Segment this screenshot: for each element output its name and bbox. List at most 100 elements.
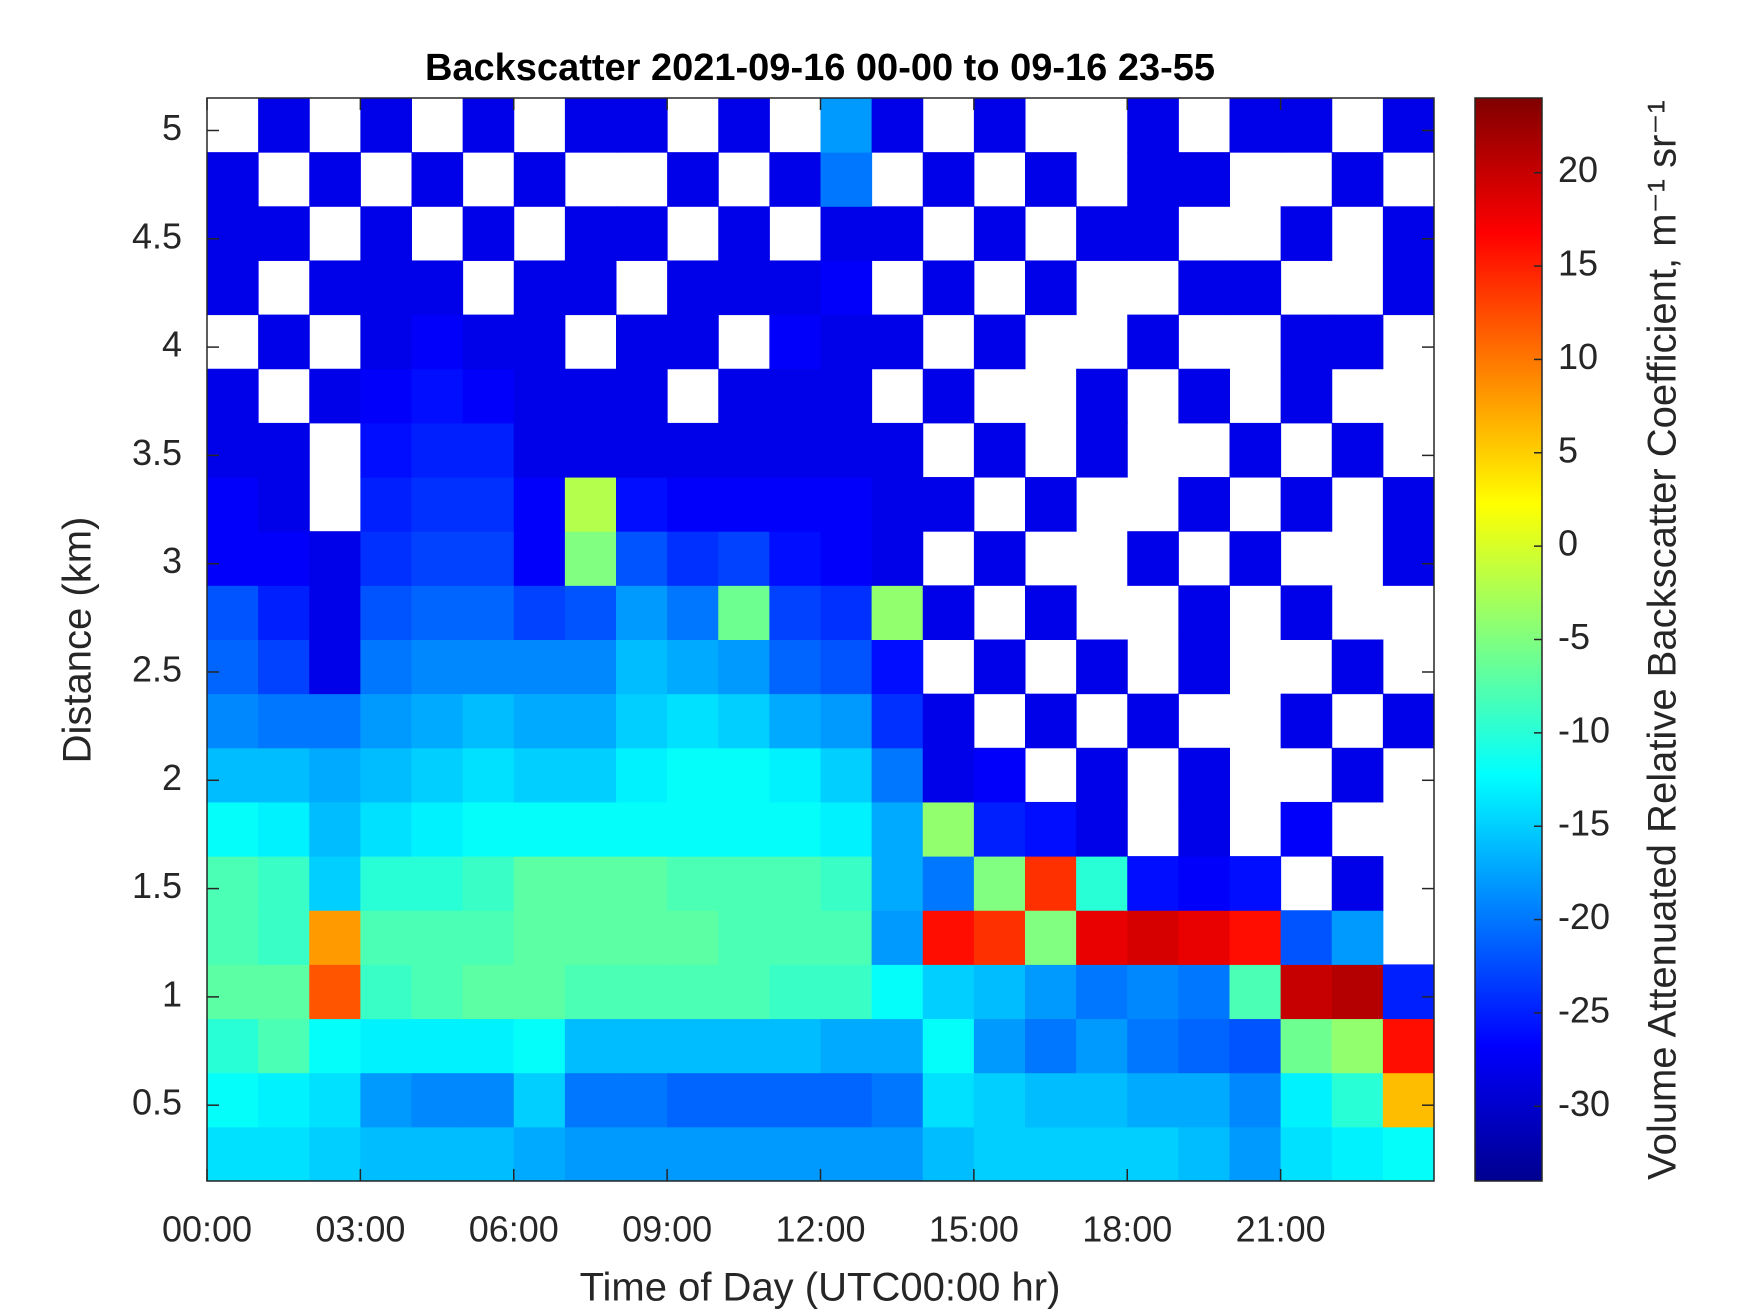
heatmap-cell xyxy=(411,1018,464,1074)
heatmap-cell xyxy=(616,1018,668,1074)
x-axis-label: Time of Day (UTC00:00 hr) xyxy=(580,1266,1061,1310)
heatmap-cell xyxy=(1127,314,1179,370)
heatmap-cell xyxy=(1127,98,1179,153)
heatmap-cell xyxy=(564,639,617,695)
heatmap-cell xyxy=(462,477,515,532)
heatmap-cell xyxy=(616,422,668,478)
heatmap-cell xyxy=(360,98,412,153)
heatmap-cell xyxy=(1229,422,1282,478)
x-tick-label: 12:00 xyxy=(775,1209,865,1250)
heatmap-cell xyxy=(667,531,719,586)
heatmap-cell xyxy=(258,585,310,640)
y-tick-label: 5 xyxy=(162,107,182,148)
heatmap-cell xyxy=(411,585,464,640)
heatmap-cell xyxy=(207,422,259,478)
heatmap-cell xyxy=(973,98,1026,153)
heatmap-cell xyxy=(973,801,1026,857)
y-tick-label: 4.5 xyxy=(132,215,182,256)
heatmap-cell xyxy=(1127,910,1179,965)
heatmap-cell xyxy=(769,422,821,478)
heatmap-cell xyxy=(922,152,975,207)
heatmap-cell xyxy=(1280,1126,1333,1182)
heatmap-cell xyxy=(616,856,668,911)
heatmap-cell xyxy=(922,856,975,911)
heatmap-cell xyxy=(207,477,259,532)
heatmap-cell xyxy=(871,422,924,478)
heatmap-cell xyxy=(462,856,515,911)
heatmap-cell xyxy=(207,910,259,965)
heatmap-cell xyxy=(411,856,464,911)
x-tick-label: 18:00 xyxy=(1082,1209,1172,1250)
heatmap-cell xyxy=(513,801,566,857)
y-tick-label: 3.5 xyxy=(132,432,182,473)
x-tick-label: 15:00 xyxy=(929,1209,1019,1250)
heatmap-cell xyxy=(462,910,515,965)
heatmap-cell xyxy=(1280,98,1333,153)
heatmap-cell xyxy=(360,1018,412,1074)
heatmap-cell xyxy=(616,531,668,586)
heatmap-cell xyxy=(871,1126,924,1182)
heatmap-cell xyxy=(462,368,515,424)
heatmap-cell xyxy=(616,910,668,965)
heatmap-cell xyxy=(411,747,464,803)
heatmap-cell xyxy=(667,693,719,749)
heatmap-cell xyxy=(1025,1072,1077,1128)
heatmap-cell xyxy=(820,314,873,370)
colorbar-label: Volume Attenuated Relative Backscatter C… xyxy=(1641,100,1685,1180)
heatmap-cell xyxy=(1331,422,1384,478)
heatmap-cell xyxy=(718,206,770,261)
heatmap-cell xyxy=(309,856,361,911)
heatmap-cell xyxy=(769,531,821,586)
heatmap-cell xyxy=(1076,747,1128,803)
heatmap-cell xyxy=(1280,314,1333,370)
heatmap-cell xyxy=(207,693,259,749)
heatmap-cell xyxy=(360,1126,412,1182)
heatmap-cell xyxy=(871,531,924,586)
y-tick-label: 2.5 xyxy=(132,649,182,690)
heatmap-cell xyxy=(718,747,770,803)
heatmap-cell xyxy=(769,693,821,749)
heatmap-cell xyxy=(1382,260,1435,316)
heatmap-cell xyxy=(922,477,975,532)
colorbar-tick-label: 0 xyxy=(1558,523,1578,564)
heatmap-cell xyxy=(258,531,310,586)
heatmap-cell xyxy=(360,477,412,532)
heatmap-cell xyxy=(1127,1072,1179,1128)
heatmap-cell xyxy=(820,693,873,749)
heatmap-cell xyxy=(769,639,821,695)
heatmap-cell xyxy=(1280,368,1333,424)
heatmap-cell xyxy=(360,747,412,803)
heatmap-cell xyxy=(1178,152,1230,207)
heatmap-cell xyxy=(667,964,719,1020)
heatmap-cell xyxy=(616,1072,668,1128)
heatmap-cell xyxy=(207,260,259,316)
heatmap-cell xyxy=(360,693,412,749)
heatmap-cell xyxy=(871,206,924,261)
heatmap-cell xyxy=(258,1072,310,1128)
heatmap-cell xyxy=(871,693,924,749)
heatmap-cell xyxy=(1280,206,1333,261)
heatmap-cell xyxy=(769,585,821,640)
heatmap-cell xyxy=(667,1018,719,1074)
heatmap-cell xyxy=(564,206,617,261)
heatmap-cell xyxy=(309,368,361,424)
heatmap-cell xyxy=(973,910,1026,965)
heatmap-cell xyxy=(1280,477,1333,532)
x-tick-label: 00:00 xyxy=(162,1209,252,1250)
heatmap-cell xyxy=(1025,910,1077,965)
heatmap-cell xyxy=(1229,531,1282,586)
heatmap-cell xyxy=(718,368,770,424)
heatmap-cell xyxy=(973,422,1026,478)
heatmap-cell xyxy=(616,639,668,695)
heatmap-cell xyxy=(973,206,1026,261)
heatmap-cell xyxy=(1382,693,1435,749)
heatmap-cell xyxy=(1178,1018,1230,1074)
heatmap-cell xyxy=(667,477,719,532)
heatmap-cell xyxy=(1076,1018,1128,1074)
heatmap-cell xyxy=(564,1018,617,1074)
heatmap-cell xyxy=(667,260,719,316)
heatmap-cell xyxy=(309,152,361,207)
heatmap-cell xyxy=(922,693,975,749)
heatmap-cell xyxy=(718,98,770,153)
